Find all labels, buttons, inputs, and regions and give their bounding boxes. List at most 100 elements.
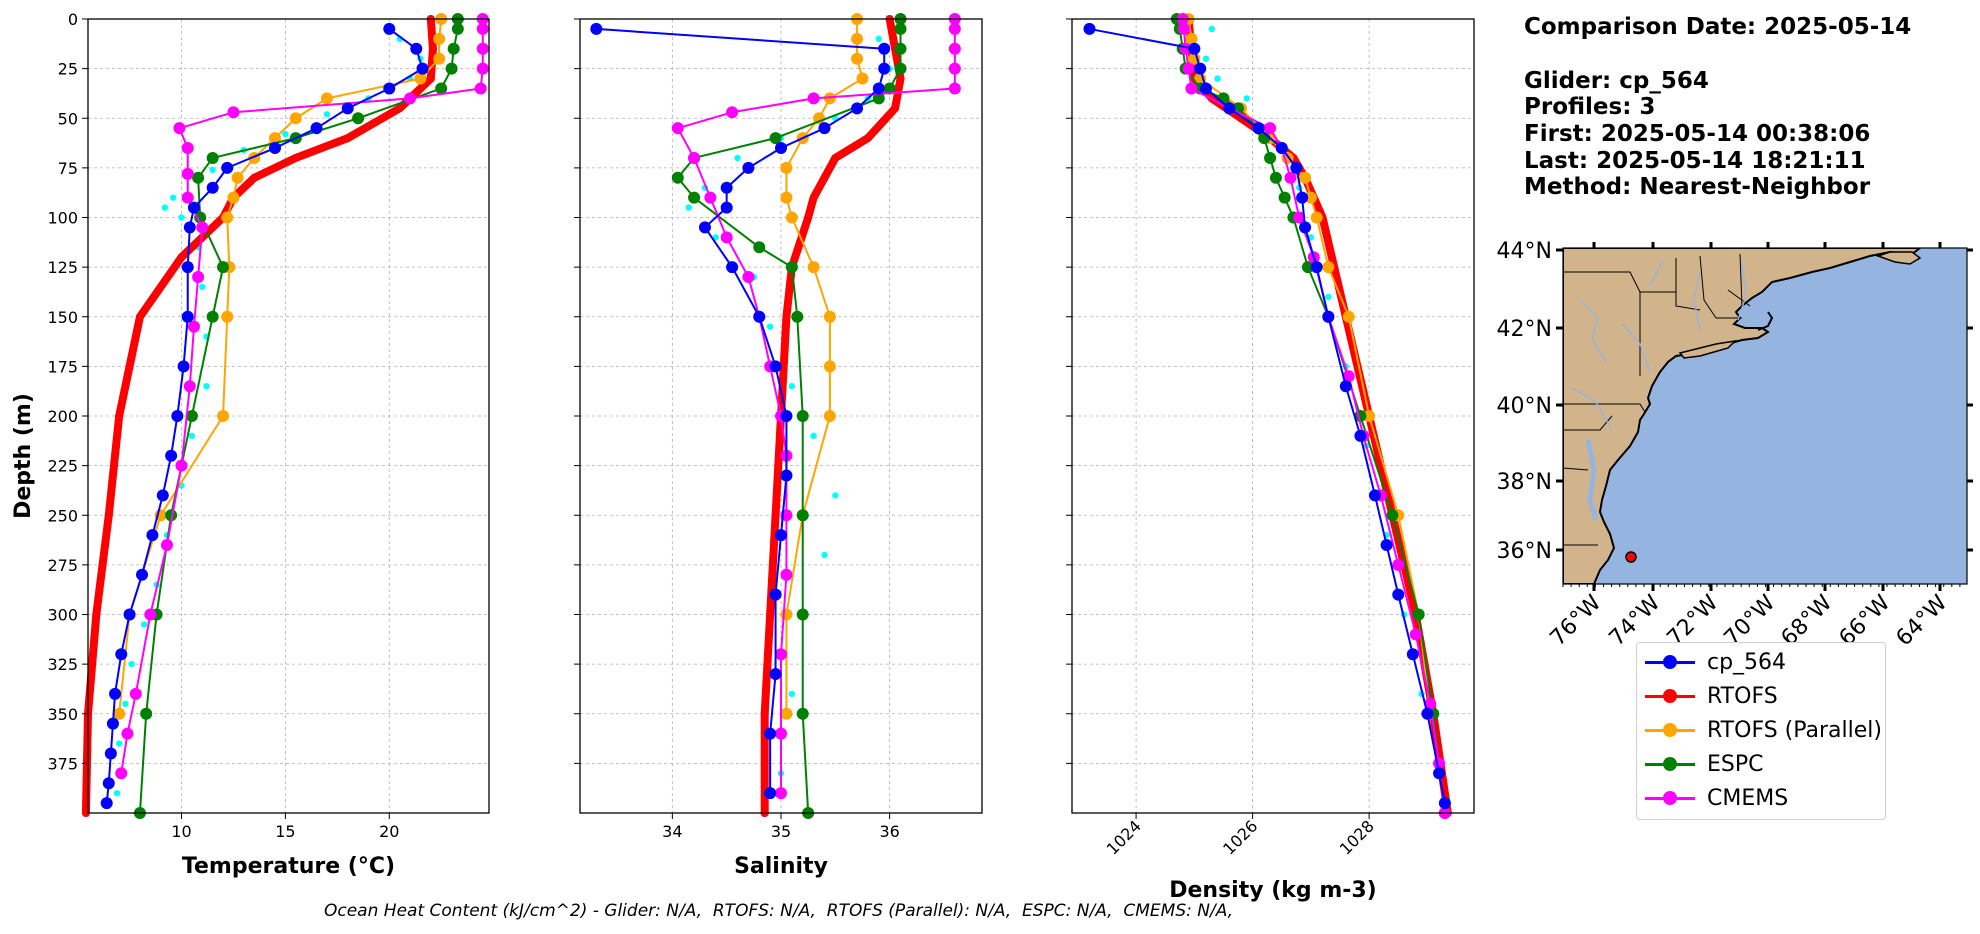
ocean-heat-content-note: Ocean Heat Content (kJ/cm^2) - Glider: N…	[324, 901, 1234, 921]
data-point	[796, 608, 809, 621]
data-point	[1412, 608, 1425, 621]
map-lon-label: 76°W	[1546, 590, 1607, 651]
temperature-xtick-label: 10	[171, 822, 191, 841]
data-point	[1339, 380, 1352, 393]
data-point	[671, 171, 684, 184]
density-ticks: 1024 1026 1028	[1066, 18, 1378, 859]
data-point	[115, 767, 128, 780]
data-point	[764, 787, 777, 800]
data-point	[209, 166, 216, 174]
data-point	[206, 151, 219, 164]
depth-tick-label: 375	[47, 754, 78, 773]
data-point	[807, 92, 820, 105]
data-point	[823, 310, 836, 323]
map-lat-label: 36°N	[1497, 539, 1552, 564]
data-point	[1301, 261, 1314, 274]
data-point	[221, 211, 234, 224]
data-point	[188, 432, 196, 440]
data-point	[742, 271, 755, 284]
data-point	[1278, 191, 1291, 204]
data-point	[192, 271, 205, 284]
legend-label: CMEMS	[1707, 785, 1789, 811]
data-point	[1290, 161, 1303, 174]
data-point	[1310, 261, 1323, 274]
data-point	[720, 201, 733, 214]
data-point	[1264, 122, 1277, 135]
data-point	[820, 173, 829, 182]
map-lat-label: 42°N	[1497, 317, 1552, 342]
data-point	[181, 191, 194, 204]
data-point	[688, 151, 701, 164]
depth-tick-label: 50	[58, 109, 78, 128]
profile-count: Profiles: 3	[1524, 94, 1656, 120]
data-point	[291, 153, 300, 162]
data-point	[785, 211, 798, 224]
data-point	[185, 410, 198, 422]
data-point	[872, 82, 885, 95]
data-point	[760, 709, 769, 718]
data-point	[383, 22, 396, 35]
temperature-xtick-label: 20	[379, 822, 399, 841]
data-point	[1269, 171, 1282, 184]
data-point	[769, 588, 782, 601]
data-point	[282, 130, 289, 138]
data-point	[734, 154, 741, 162]
series-cp-564-all-profiles-	[685, 35, 893, 777]
data-point	[122, 700, 129, 708]
data-point	[1310, 211, 1323, 224]
data-point	[1354, 429, 1367, 442]
data-point	[1342, 370, 1355, 383]
data-point	[698, 221, 711, 234]
data-point	[474, 82, 487, 95]
legend-marker	[1663, 689, 1677, 703]
map-lat-label: 38°N	[1497, 470, 1552, 495]
data-point	[785, 261, 798, 274]
data-point	[894, 22, 907, 35]
last-profile-time: Last: 2025-05-14 18:21:11	[1524, 148, 1866, 174]
data-point	[863, 134, 872, 143]
data-point	[476, 62, 489, 75]
data-point	[268, 142, 281, 155]
legend-label: ESPC	[1707, 751, 1764, 777]
legend-swatch	[1645, 652, 1695, 672]
data-point	[726, 106, 739, 119]
legend-label: RTOFS	[1707, 683, 1778, 709]
data-point	[177, 360, 190, 373]
data-point	[125, 362, 134, 371]
location-map: 44°N42°N40°N38°N36°N76°W74°W72°W70°W68°W…	[1497, 239, 1973, 651]
data-point	[821, 551, 828, 559]
data-point	[192, 171, 205, 184]
series-line	[105, 27, 424, 805]
data-point	[704, 191, 717, 204]
first-profile-time: First: 2025-05-14 00:38:06	[1524, 121, 1871, 147]
data-point	[426, 74, 435, 83]
series-line	[676, 18, 956, 795]
data-point	[1296, 191, 1309, 204]
data-point	[395, 104, 404, 113]
data-point	[217, 261, 230, 274]
data-point	[217, 410, 230, 422]
data-point	[109, 687, 122, 700]
salinity-ticks: 34 35 36	[574, 18, 900, 841]
data-point	[1433, 767, 1446, 780]
data-point	[404, 92, 417, 105]
series-cp-564	[590, 22, 891, 800]
data-point	[804, 213, 813, 222]
depth-tick-label: 350	[47, 705, 78, 724]
data-point	[769, 360, 782, 373]
data-point	[476, 42, 489, 55]
data-point	[323, 111, 331, 118]
data-point	[1275, 142, 1288, 155]
data-point	[310, 122, 323, 135]
data-point	[851, 102, 864, 115]
data-point	[447, 42, 460, 55]
data-point	[1188, 42, 1201, 55]
data-point	[1392, 588, 1405, 601]
data-point	[1322, 310, 1335, 323]
depth-tick-label: 125	[47, 258, 78, 277]
salinity-xlabel: Salinity	[734, 854, 828, 879]
data-point	[104, 511, 113, 520]
data-point	[1322, 261, 1335, 274]
salinity-series	[590, 13, 961, 819]
nova-scotia	[1875, 251, 1922, 265]
